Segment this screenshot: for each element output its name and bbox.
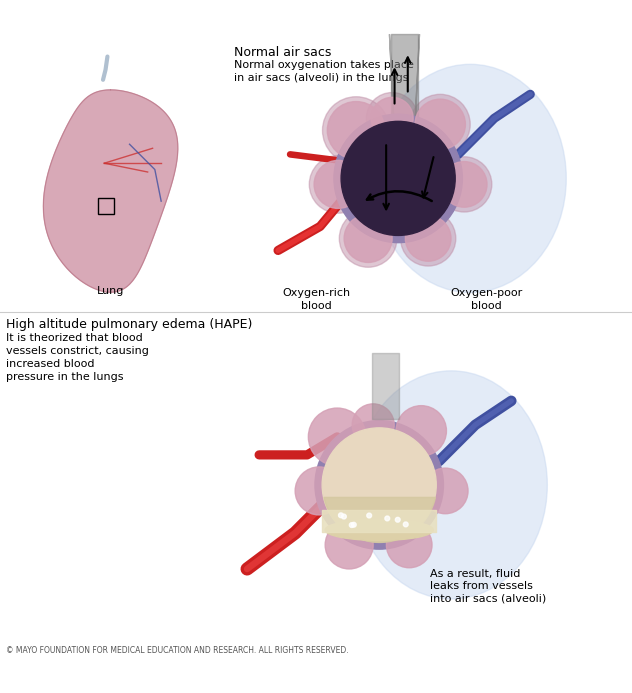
Circle shape [295,467,343,515]
Circle shape [441,161,487,207]
Circle shape [401,211,456,266]
Circle shape [371,97,413,139]
Circle shape [351,523,356,527]
Circle shape [396,405,446,456]
Circle shape [405,216,451,261]
Circle shape [325,521,373,569]
Circle shape [327,102,385,159]
Text: Oxygen-rich
blood: Oxygen-rich blood [282,288,350,310]
Circle shape [322,97,390,164]
Text: High altitude pulmonary edema (HAPE): High altitude pulmonary edema (HAPE) [6,318,253,331]
Circle shape [367,513,372,518]
Circle shape [349,523,354,527]
Circle shape [410,94,470,155]
Text: Normal oxygenation takes place
in air sacs (alveoli) in the lungs: Normal oxygenation takes place in air sa… [234,60,414,83]
Circle shape [339,209,397,267]
Circle shape [308,408,366,466]
Text: Normal air sacs: Normal air sacs [234,46,331,60]
Circle shape [422,468,468,514]
Circle shape [314,160,362,209]
Circle shape [367,93,418,144]
Circle shape [341,514,346,519]
Polygon shape [44,90,178,292]
Text: Oxygen-poor
blood: Oxygen-poor blood [451,288,523,310]
Circle shape [344,214,392,263]
Ellipse shape [374,64,566,292]
Polygon shape [389,34,420,119]
Circle shape [385,516,390,521]
Text: Lung: Lung [97,286,125,297]
Circle shape [334,114,463,243]
Bar [98,198,114,213]
Circle shape [437,157,492,212]
Circle shape [315,421,444,549]
Circle shape [341,121,455,236]
Text: © MAYO FOUNDATION FOR MEDICAL EDUCATION AND RESEARCH. ALL RIGHTS RESERVED.: © MAYO FOUNDATION FOR MEDICAL EDUCATION … [6,646,349,655]
Circle shape [309,155,367,213]
Text: It is theorized that blood
vessels constrict, causing
increased blood
pressure i: It is theorized that blood vessels const… [6,333,149,383]
Circle shape [415,99,465,150]
Circle shape [339,513,343,518]
Circle shape [396,518,400,522]
Circle shape [403,522,408,527]
Circle shape [352,404,394,446]
Ellipse shape [325,520,434,541]
Circle shape [386,522,432,568]
Text: As a result, fluid
leaks from vessels
into air sacs (alveoli): As a result, fluid leaks from vessels in… [430,569,546,604]
Circle shape [322,428,436,542]
Ellipse shape [355,371,547,599]
